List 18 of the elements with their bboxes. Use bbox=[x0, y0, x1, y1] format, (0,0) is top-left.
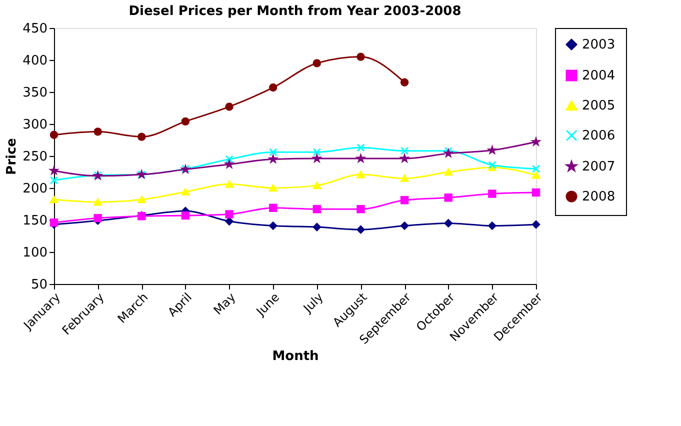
chart-title: Diesel Prices per Month from Year 2003-2008 bbox=[128, 4, 462, 19]
y-tick-label: 100 bbox=[22, 246, 48, 260]
y-tick-label: 250 bbox=[22, 150, 48, 164]
y-tick-label: 50 bbox=[30, 278, 48, 292]
y-tick-label: 450 bbox=[22, 22, 48, 36]
y-tick-label: 300 bbox=[22, 118, 48, 132]
legend-label: 2004 bbox=[582, 68, 616, 84]
legend-label: 2003 bbox=[582, 38, 616, 52]
y-tick-label: 350 bbox=[22, 86, 48, 100]
y-tick-label: 200 bbox=[22, 182, 48, 196]
legend-label: 2008 bbox=[582, 190, 616, 204]
y-tick-label: 400 bbox=[22, 54, 48, 68]
y-axis-title: Price bbox=[4, 138, 20, 175]
legend-label: 2005 bbox=[582, 98, 616, 114]
legend-label: 2006 bbox=[582, 128, 616, 144]
legend-label: 2007 bbox=[582, 160, 616, 174]
x-axis-title: Month bbox=[272, 349, 319, 364]
y-tick-label: 150 bbox=[22, 214, 48, 228]
